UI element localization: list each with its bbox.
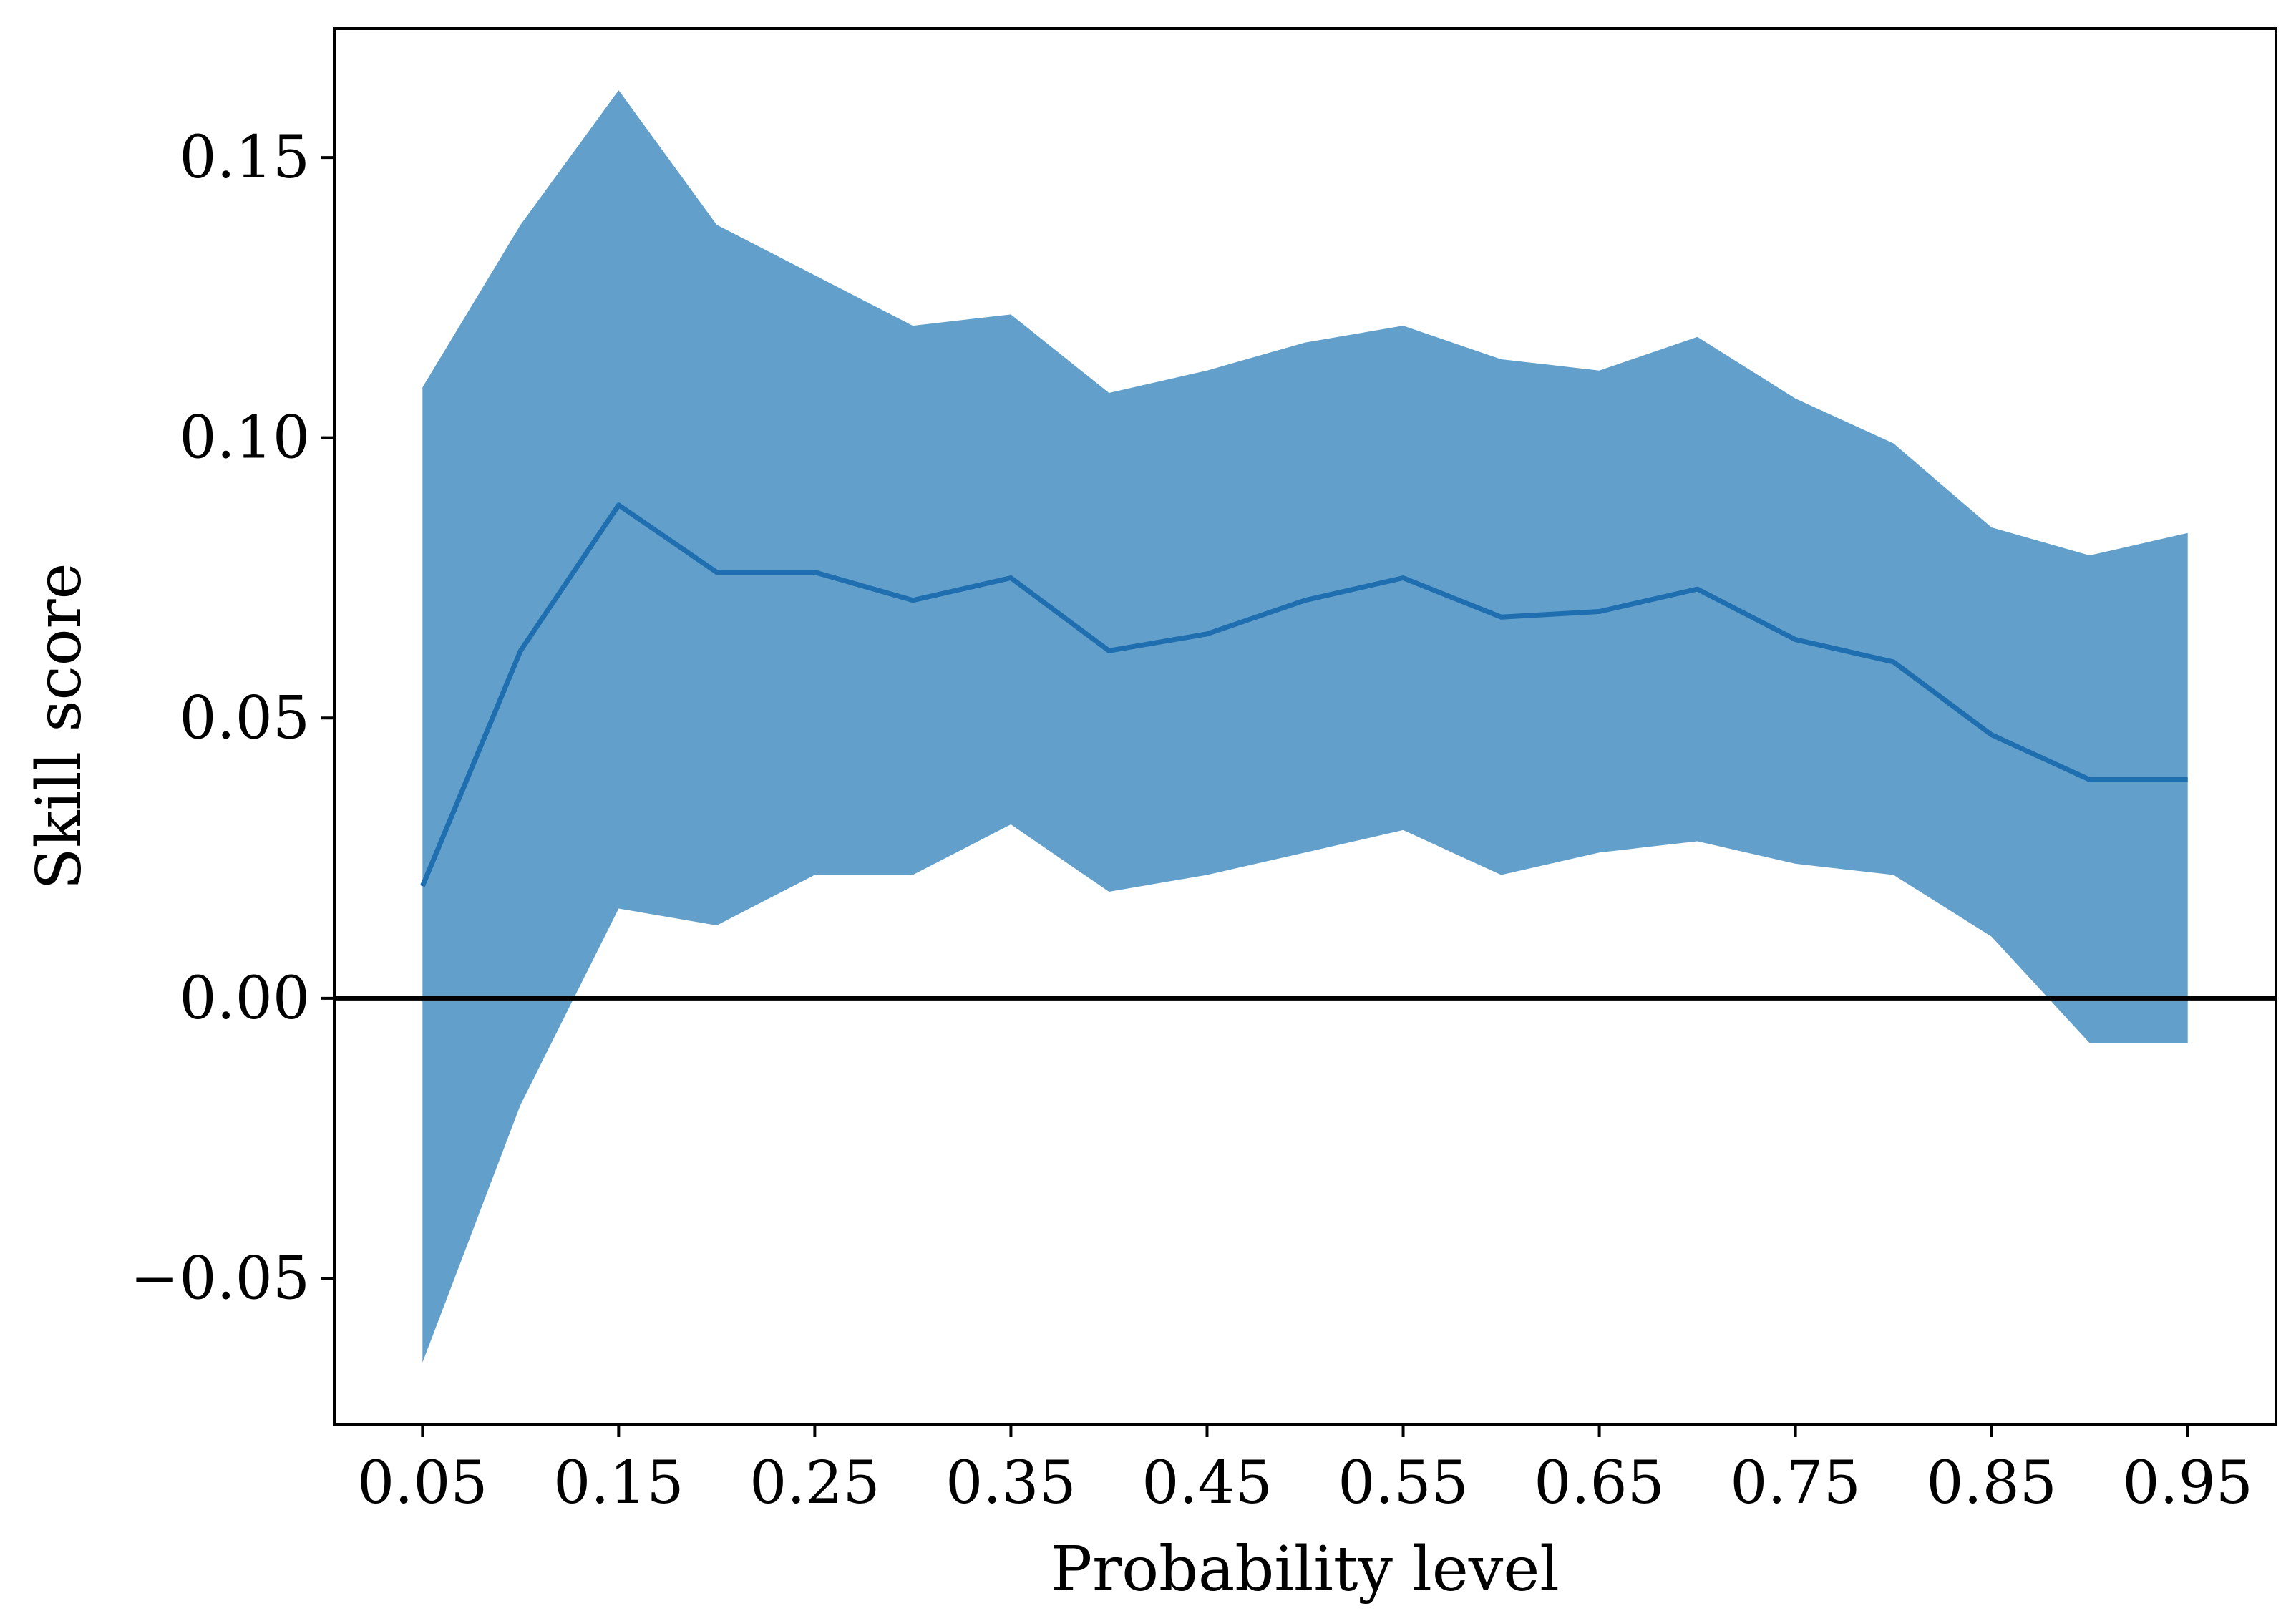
y-tick-label: 0.15 <box>179 124 310 192</box>
plot-frame <box>333 27 2277 1426</box>
x-tick-label: 0.25 <box>749 1449 880 1517</box>
y-tick-label: 0.05 <box>179 684 310 752</box>
y-tick-label: 0.00 <box>179 965 310 1033</box>
confidence-band <box>422 90 2188 1363</box>
y-axis-label: Skill score <box>24 563 95 890</box>
x-tick-label: 0.75 <box>1730 1449 1861 1517</box>
y-axis-ticks: −0.05 0.00 0.05 0.10 0.15 <box>130 124 334 1313</box>
x-tick-label: 0.95 <box>2122 1449 2253 1517</box>
x-axis-ticks: 0.05 0.15 0.25 0.35 0.45 0.55 0.65 0.75 0.85 0.95 <box>357 1424 2253 1517</box>
x-tick-label: 0.45 <box>1142 1449 1273 1517</box>
x-tick-label: 0.35 <box>945 1449 1076 1517</box>
x-tick-label: 0.85 <box>1926 1449 2057 1517</box>
x-tick-label: 0.65 <box>1534 1449 1665 1517</box>
x-tick-label: 0.55 <box>1338 1449 1469 1517</box>
x-tick-label: 0.05 <box>357 1449 488 1517</box>
plot-area <box>334 90 2276 1363</box>
x-axis-label: Probability level <box>1051 1534 1560 1605</box>
x-tick-label: 0.15 <box>553 1449 684 1517</box>
y-tick-label: 0.10 <box>179 404 310 472</box>
y-tick-label: −0.05 <box>130 1245 310 1313</box>
